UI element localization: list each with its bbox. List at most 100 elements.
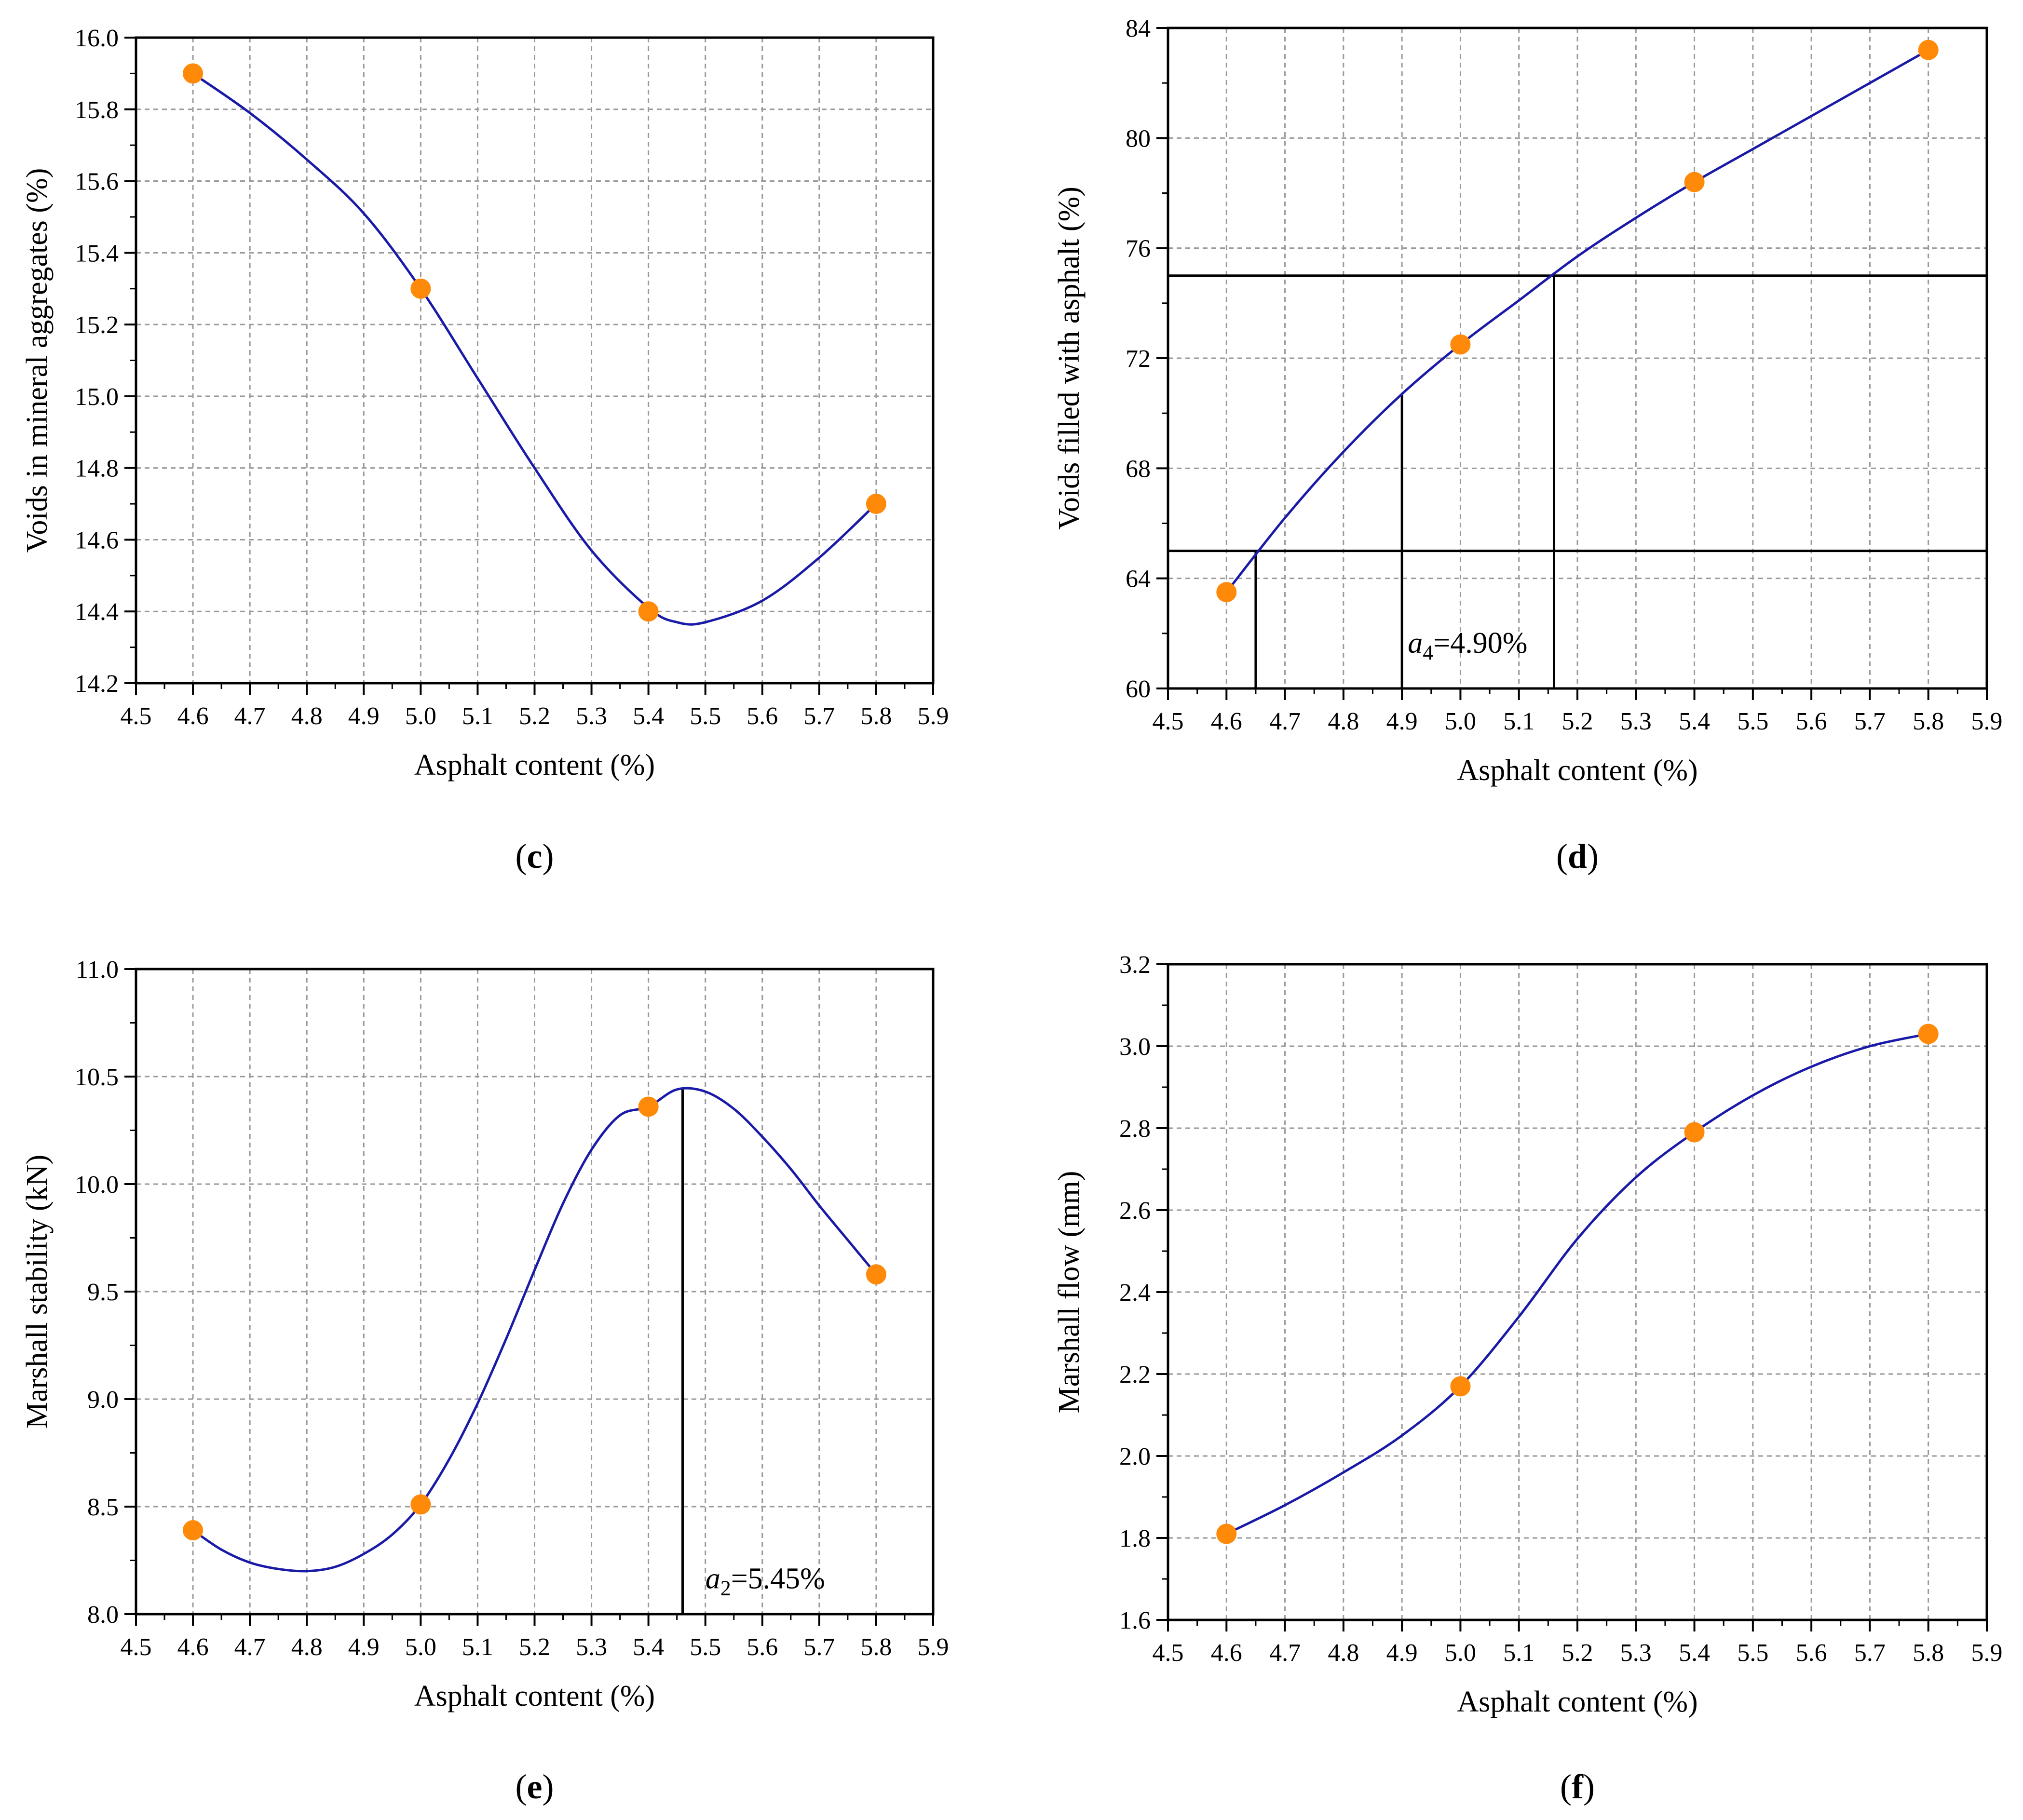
- x-axis-title: Asphalt content (%): [1457, 754, 1697, 787]
- data-point: [866, 1264, 886, 1285]
- data-point: [1918, 1024, 1939, 1044]
- y-tick-label: 76: [1126, 235, 1151, 263]
- y-tick-label: 8.0: [87, 1601, 119, 1629]
- x-tick-label: 4.7: [234, 1633, 266, 1661]
- y-tick-label: 14.2: [75, 670, 119, 698]
- x-tick-label: 5.0: [1445, 708, 1476, 735]
- data-point: [183, 1520, 204, 1541]
- data-point: [1216, 1523, 1237, 1544]
- x-tick-label: 4.8: [291, 702, 323, 730]
- x-tick-label: 5.2: [519, 702, 550, 730]
- annotation-label: a2=5.45%: [706, 1562, 825, 1600]
- y-tick-label: 15.0: [75, 383, 119, 411]
- x-tick-label: 5.9: [918, 1633, 949, 1661]
- y-tick-label: 64: [1126, 566, 1151, 593]
- annotation-value: =4.90%: [1433, 627, 1527, 660]
- x-tick-label: 4.9: [348, 1633, 380, 1661]
- data-point: [866, 494, 886, 514]
- data-point: [1684, 1122, 1705, 1143]
- panel-label-letter: d: [1568, 837, 1587, 876]
- x-tick-label: 5.1: [462, 1633, 493, 1661]
- panel-label-close: ): [542, 1767, 554, 1806]
- y-tick-label: 2.8: [1119, 1115, 1151, 1143]
- x-tick-label: 4.8: [291, 1633, 323, 1661]
- annotation-subscript: 4: [1423, 641, 1433, 664]
- fit-curve: [1226, 1033, 1929, 1535]
- panel-label-letter: e: [527, 1767, 543, 1806]
- x-tick-label: 5.8: [860, 1633, 892, 1661]
- x-tick-label: 4.8: [1328, 708, 1359, 735]
- panel-label-open: (: [1556, 837, 1568, 876]
- y-tick-label: 15.4: [75, 240, 119, 267]
- x-tick-label: 5.3: [576, 702, 607, 730]
- panel-label-letter: f: [1572, 1767, 1584, 1806]
- y-tick-label: 16.0: [75, 25, 119, 52]
- x-tick-label: 5.4: [1679, 1639, 1710, 1667]
- x-tick-label: 4.8: [1328, 1639, 1359, 1667]
- x-tick-label: 5.0: [1445, 1639, 1476, 1667]
- x-axis-title: Asphalt content (%): [414, 749, 655, 782]
- y-axis-title: Marshall stability (kN): [21, 1155, 54, 1429]
- y-tick-label: 2.4: [1119, 1279, 1151, 1307]
- y-tick-label: 1.8: [1119, 1525, 1151, 1552]
- x-tick-label: 4.7: [1269, 1639, 1301, 1667]
- x-tick-label: 4.9: [1386, 708, 1418, 735]
- x-tick-label: 5.1: [1503, 1639, 1534, 1667]
- x-tick-label: 5.8: [860, 702, 892, 730]
- panel-label-open: (: [516, 837, 527, 876]
- x-tick-label: 5.7: [1854, 708, 1886, 735]
- data-point: [1216, 582, 1237, 603]
- y-tick-label: 1.6: [1119, 1607, 1151, 1634]
- panel-label-close: ): [542, 837, 554, 876]
- x-tick-label: 4.5: [121, 702, 152, 730]
- y-tick-label: 2.2: [1119, 1361, 1151, 1389]
- x-tick-label: 5.8: [1913, 708, 1944, 735]
- data-point: [183, 63, 204, 84]
- chart-d: 4.5 4.6 4.7 4.8 4.9 5.0 5.1 5.2 5.3 5.4 5.5 5.6 5.7 5…: [1053, 15, 2003, 876]
- panel-label-close: ): [1583, 1767, 1595, 1806]
- y-tick-label: 14.4: [75, 598, 119, 626]
- x-tick-label: 5.5: [690, 702, 721, 730]
- x-tick-label: 5.1: [1503, 708, 1534, 735]
- panel-label: (e): [516, 1767, 554, 1806]
- x-tick-label: 5.9: [918, 702, 949, 730]
- y-tick-label: 84: [1126, 15, 1151, 42]
- x-tick-label: 5.4: [633, 702, 664, 730]
- panel-label: (d): [1556, 837, 1599, 876]
- y-tick-label: 2.0: [1119, 1443, 1151, 1470]
- chart-f: 4.5 4.6 4.7 4.8 4.9 5.0 5.1 5.2 5.3 5.4 5.5 5.6 5.7 5…: [1053, 951, 2003, 1806]
- x-tick-label: 5.3: [1620, 708, 1652, 735]
- y-tick-label: 15.6: [75, 168, 119, 196]
- x-tick-label: 5.3: [1620, 1639, 1652, 1667]
- data-point: [638, 1096, 659, 1117]
- annotation-symbol: a: [1408, 627, 1423, 660]
- y-axis-title: Voids filled with asphalt (%): [1053, 187, 1086, 530]
- panel-label-letter: c: [527, 837, 543, 876]
- x-tick-label: 5.6: [1796, 1639, 1827, 1667]
- x-tick-label: 5.3: [576, 1633, 607, 1661]
- y-tick-label: 8.5: [87, 1494, 119, 1521]
- x-tick-label: 5.7: [803, 702, 835, 730]
- data-point: [1918, 40, 1939, 60]
- panel-label-close: ): [1587, 837, 1599, 876]
- panel-label-open: (: [1560, 1767, 1572, 1806]
- x-tick-label: 5.5: [690, 1633, 721, 1661]
- y-tick-label: 10.5: [75, 1064, 119, 1091]
- y-tick-label: 15.8: [75, 96, 119, 124]
- data-point: [1684, 172, 1705, 192]
- x-tick-label: 5.9: [1971, 708, 2003, 735]
- x-axis-title: Asphalt content (%): [414, 1680, 655, 1712]
- annotation-subscript: 2: [720, 1576, 731, 1600]
- y-tick-label: 68: [1126, 455, 1151, 483]
- x-tick-label: 4.5: [121, 1633, 152, 1661]
- x-tick-label: 4.9: [1386, 1639, 1418, 1667]
- y-tick-label: 9.5: [87, 1279, 119, 1306]
- fit-curve: [192, 1087, 877, 1573]
- x-tick-label: 5.6: [747, 1633, 778, 1661]
- fit-curve: [192, 72, 877, 626]
- y-axis-title: Marshall flow (mm): [1053, 1171, 1086, 1414]
- annotation-label: a4=4.90%: [1408, 627, 1527, 664]
- y-tick-label: 60: [1126, 675, 1151, 703]
